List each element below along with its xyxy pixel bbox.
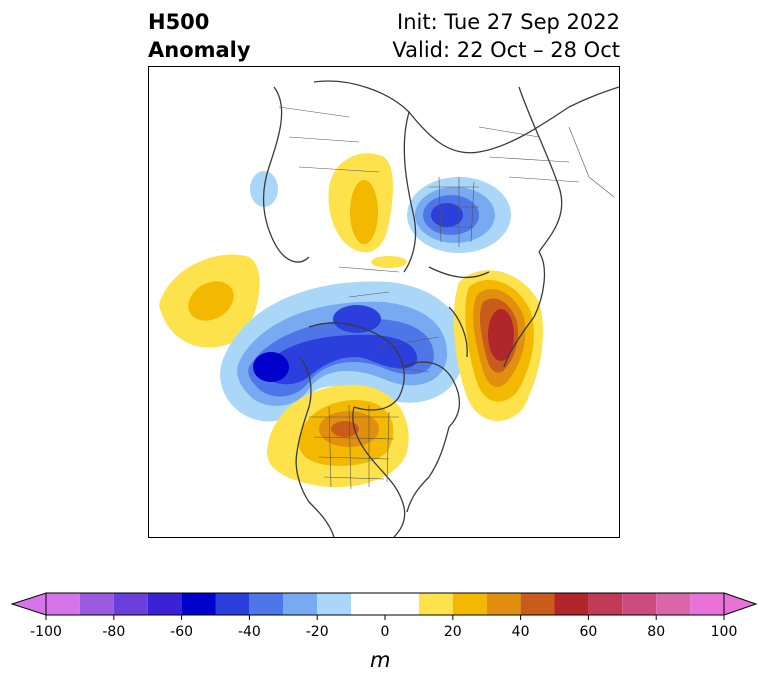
colorbar-cell xyxy=(249,593,284,615)
colorbar-cell xyxy=(283,593,318,615)
anomaly-map xyxy=(148,66,620,538)
colorbar-tick-label: -40 xyxy=(238,624,261,640)
title-line-1: H500 xyxy=(148,10,210,34)
colorbar-cell xyxy=(588,593,623,615)
colorbar-tick-label: 0 xyxy=(381,624,390,640)
map-dates: Init: Tue 27 Sep 2022 Valid: 22 Oct – 28… xyxy=(392,8,620,64)
colorbar-tick-label: -80 xyxy=(102,624,125,640)
borders xyxy=(278,106,615,490)
valid-period: Valid: 22 Oct – 28 Oct xyxy=(392,38,620,62)
colorbar-extend-low xyxy=(10,592,47,616)
map-title: H500 Anomaly xyxy=(148,8,251,64)
anomaly-pos-atlantic xyxy=(453,270,544,421)
colorbar-cell xyxy=(656,593,691,615)
colorbar: -100 -80 -60 -40 -20 0 20 40 60 80 100 xyxy=(10,592,758,640)
colorbar-cell xyxy=(181,593,216,615)
colorbar-tick-label: 40 xyxy=(512,624,530,640)
colorbar-tick-label: 60 xyxy=(579,624,597,640)
colorbar-cell xyxy=(317,593,352,615)
colorbar-tick-label: 20 xyxy=(444,624,462,640)
colorbar-cell xyxy=(418,593,453,615)
init-date: Init: Tue 27 Sep 2022 xyxy=(397,10,620,34)
colorbar-cell xyxy=(520,593,555,615)
colorbar-cell xyxy=(452,593,487,615)
colorbar-cell xyxy=(554,593,589,615)
colorbar-cell xyxy=(147,593,182,615)
map-canvas xyxy=(159,80,619,537)
anomaly-pos-asia xyxy=(328,153,407,268)
colorbar-cell xyxy=(46,593,80,615)
colorbar-extend-high xyxy=(723,592,758,616)
colorbar-tick-label: -60 xyxy=(170,624,193,640)
colorbar-unit-label: m xyxy=(370,648,391,672)
colorbar-cell xyxy=(215,593,250,615)
colorbar-cell xyxy=(486,593,521,615)
anomaly-pos-pacific xyxy=(159,254,260,348)
colorbar-cell xyxy=(79,593,114,615)
anomaly-neg-alaska xyxy=(220,281,465,422)
colorbar-cell xyxy=(113,593,148,615)
colorbar-tick-label: 80 xyxy=(647,624,665,640)
colorbar-tick-label: -100 xyxy=(30,624,62,640)
colorbar-tick-label: 100 xyxy=(711,624,738,640)
colorbar-cell xyxy=(351,593,419,615)
colorbar-tick-label: -20 xyxy=(306,624,329,640)
coastlines xyxy=(262,80,619,537)
colorbar-cell xyxy=(690,593,724,615)
colorbar-cell xyxy=(622,593,657,615)
title-line-2: Anomaly xyxy=(148,38,251,62)
